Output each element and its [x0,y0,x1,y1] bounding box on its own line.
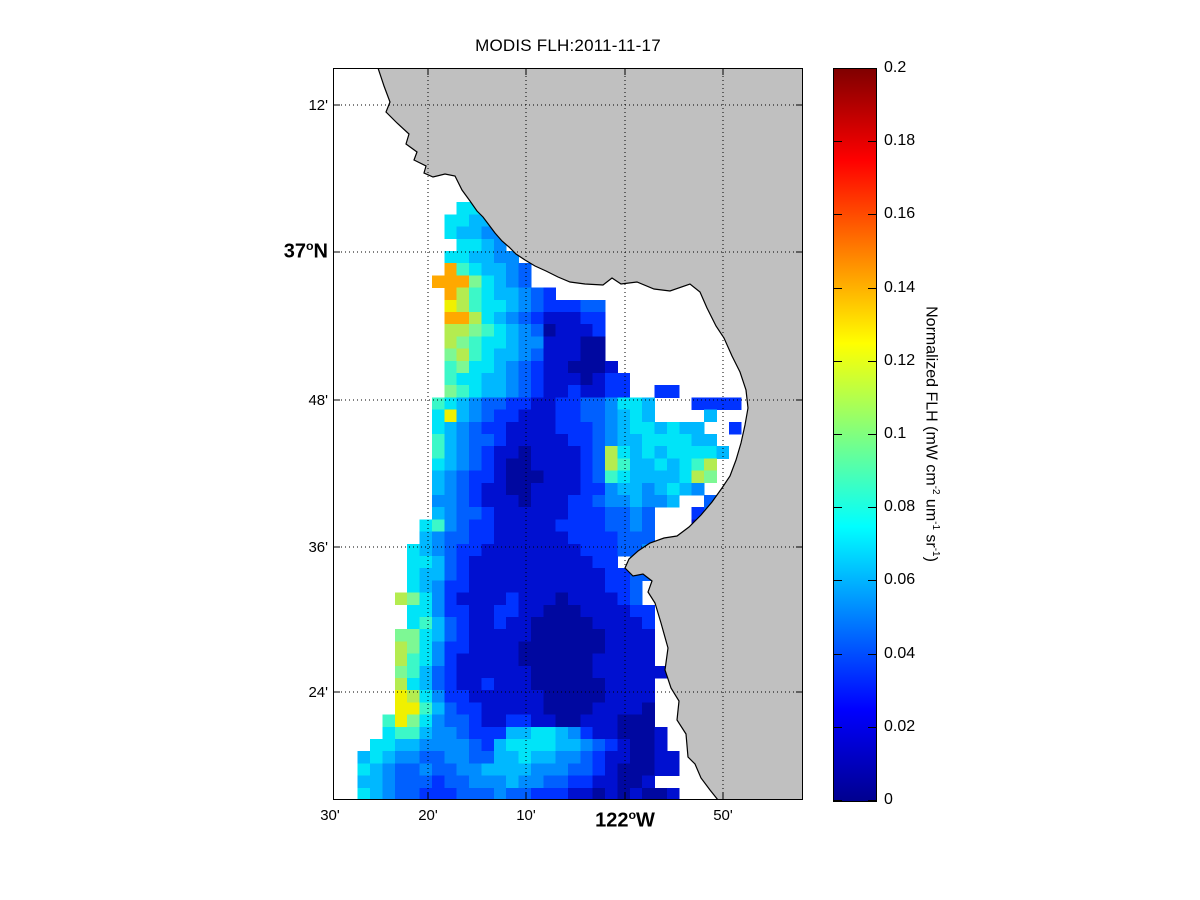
colorbar-tick [868,434,876,435]
y-tick-label: 12' [308,97,328,114]
colorbar-tick-label: 0.12 [884,351,916,369]
land-polygon [377,68,803,800]
colorbar-tick-label: 0.2 [884,59,907,76]
colorbar-tick [834,800,842,801]
colorbar-tick-label: 0.18 [884,132,916,150]
colorbar-tick [868,507,876,508]
colorbar-tick-label: 0 [884,791,893,808]
colorbar-tick [834,361,842,362]
colorbar-tick [868,288,876,289]
colorbar-tick-label: 0.02 [884,717,916,735]
colorbar-tick [868,800,876,801]
y-tick-label: 37oN [283,239,328,263]
colorbar-tick-label: 0.14 [884,278,916,296]
colorbar-tick [868,141,876,142]
colorbar-axis-label: Normalized FLH (mW cm-2 um-1 sr-1) [922,306,941,562]
colorbar-tick [868,361,876,362]
x-tick-label: 10' [516,807,536,824]
y-tick-label: 36' [308,539,328,556]
colorbar-tick [834,727,842,728]
colorbar-tick [868,654,876,655]
colorbar-tick [834,288,842,289]
colorbar-tick [868,214,876,215]
colorbar-tick-label: 0.16 [884,205,916,223]
x-tick-label: 30' [320,807,340,824]
colorbar-gradient [834,69,876,801]
plot-border [333,68,803,800]
colorbar-tick-label: 0.1 [884,425,907,442]
x-tick-label: 50' [713,807,733,824]
colorbar-tick [834,434,842,435]
flh-raster [357,202,742,800]
axis-ticks [333,68,803,800]
x-tick-label: 20' [418,807,438,824]
y-tick-label: 24' [308,684,328,701]
colorbar-tick [868,68,876,69]
colorbar-tick [834,580,842,581]
colorbar-tick [868,580,876,581]
colorbar-tick [834,68,842,69]
y-tick-label: 48' [308,392,328,409]
colorbar [833,68,877,802]
colorbar-tick [834,654,842,655]
map-plot [333,68,803,800]
colorbar-tick-label: 0.06 [884,571,916,589]
colorbar-tick-label: 0.04 [884,644,916,662]
colorbar-tick [868,727,876,728]
x-tick-label: 122oW [595,808,655,832]
colorbar-tick [834,507,842,508]
colorbar-tick-label: 0.08 [884,498,916,516]
colorbar-tick [834,141,842,142]
figure-title: MODIS FLH:2011-11-17 [475,36,661,55]
colorbar-tick [834,214,842,215]
